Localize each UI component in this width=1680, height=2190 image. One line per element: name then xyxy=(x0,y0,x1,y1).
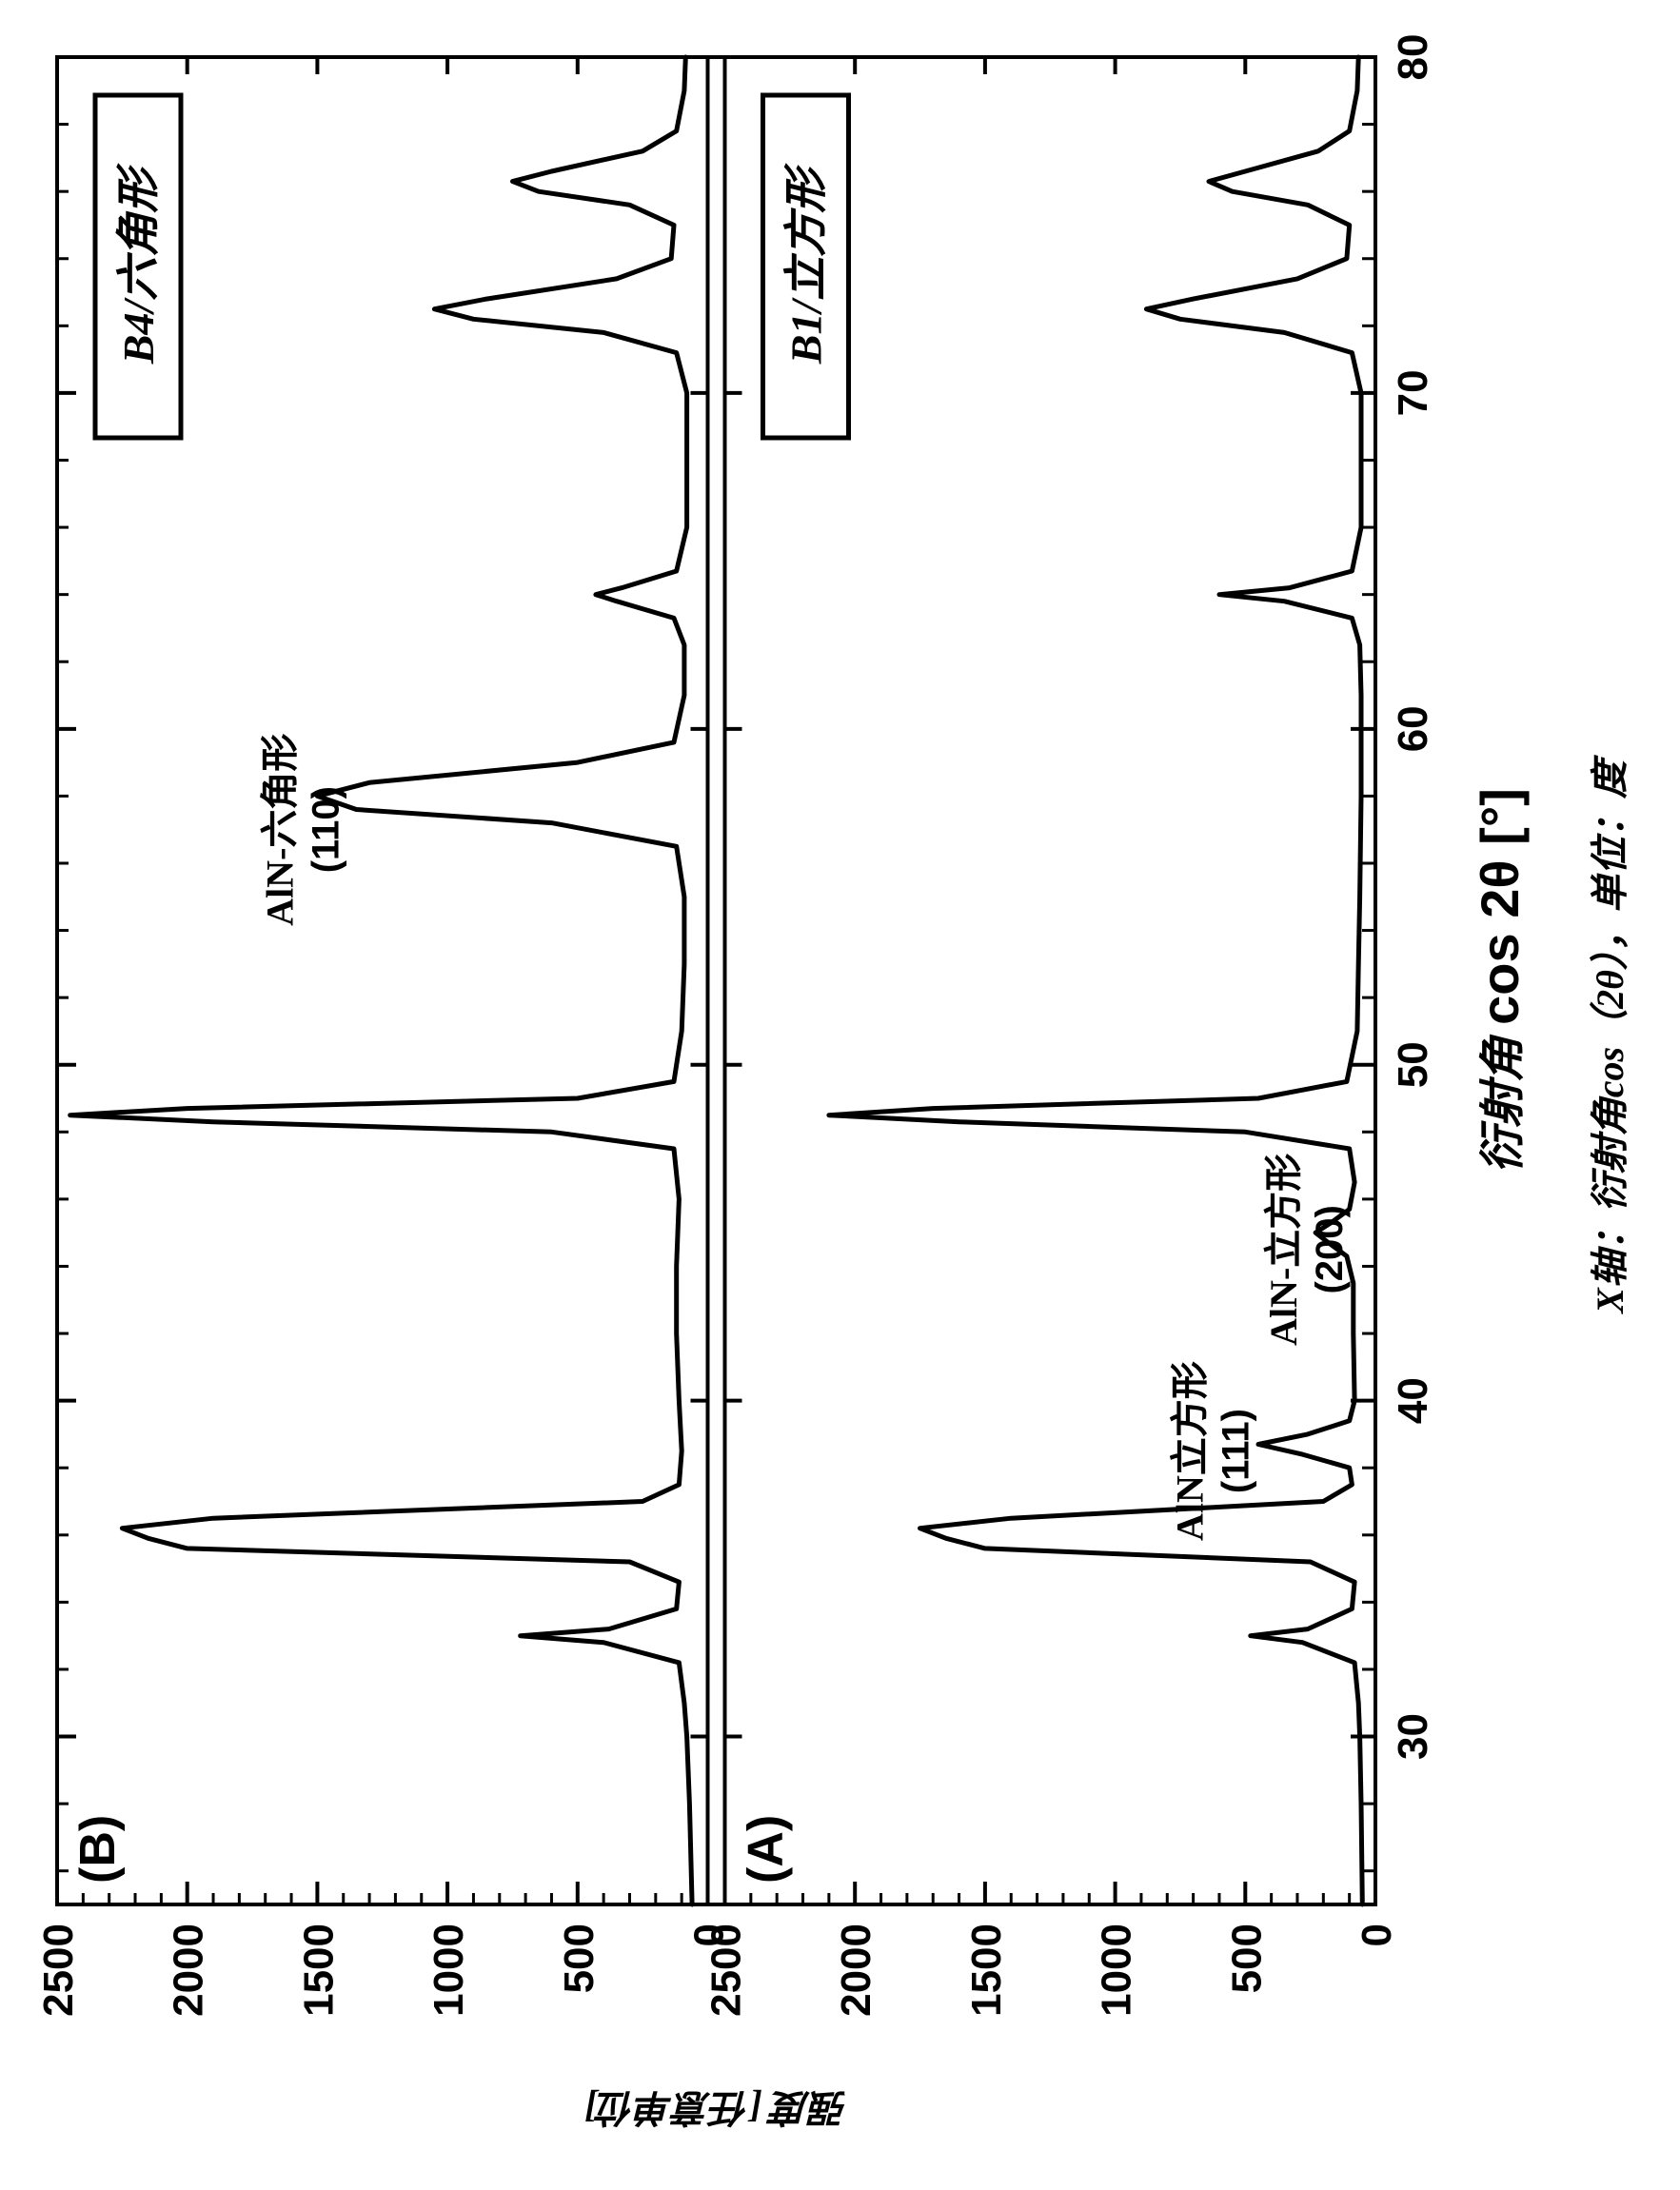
svg-text:AlN-六角形: AlN-六角形 xyxy=(259,734,302,926)
svg-text:500: 500 xyxy=(556,1924,603,1993)
svg-text:(110): (110) xyxy=(306,786,347,873)
svg-text:衍射角 cos 2θ [°]: 衍射角 cos 2θ [°] xyxy=(1470,788,1530,1174)
svg-text:(B): (B) xyxy=(70,1815,126,1884)
svg-text:60: 60 xyxy=(1390,705,1436,752)
svg-text:500: 500 xyxy=(1223,1924,1270,1993)
svg-text:B4/六角形: B4/六角形 xyxy=(114,163,163,365)
svg-text:B1/立方形: B1/立方形 xyxy=(782,163,831,365)
svg-text:AlN-立方形: AlN-立方形 xyxy=(1262,1154,1305,1346)
svg-text:1500: 1500 xyxy=(963,1924,1010,2017)
svg-text:2500: 2500 xyxy=(703,1924,750,2017)
svg-text:0: 0 xyxy=(1354,1924,1400,1946)
svg-text:1000: 1000 xyxy=(425,1924,472,2017)
svg-text:50: 50 xyxy=(1390,1041,1436,1088)
svg-text:2500: 2500 xyxy=(35,1924,82,2017)
svg-text:70: 70 xyxy=(1390,369,1436,416)
xrd-chart: 3040506070800500100015002000250005001000… xyxy=(0,0,1680,2190)
svg-text:AlN立方形: AlN立方形 xyxy=(1168,1361,1211,1541)
svg-text:40: 40 xyxy=(1390,1377,1436,1424)
page-root: 3040506070800500100015002000250005001000… xyxy=(0,0,1680,2190)
svg-text:强度 [任意单位]: 强度 [任意单位] xyxy=(584,2086,848,2129)
svg-text:2000: 2000 xyxy=(833,1924,880,2017)
svg-text:(200): (200) xyxy=(1309,1205,1351,1293)
svg-text:X轴：衍射角cos（2θ），单位：度: X轴：衍射角cos（2θ），单位：度 xyxy=(1589,754,1631,1315)
svg-text:30: 30 xyxy=(1390,1713,1436,1760)
svg-text:1000: 1000 xyxy=(1094,1924,1140,2017)
svg-text:2000: 2000 xyxy=(166,1924,212,2017)
svg-text:(111): (111) xyxy=(1215,1409,1256,1493)
svg-text:1500: 1500 xyxy=(295,1924,342,2017)
svg-text:80: 80 xyxy=(1390,34,1436,81)
svg-text:(A): (A) xyxy=(739,1815,794,1884)
